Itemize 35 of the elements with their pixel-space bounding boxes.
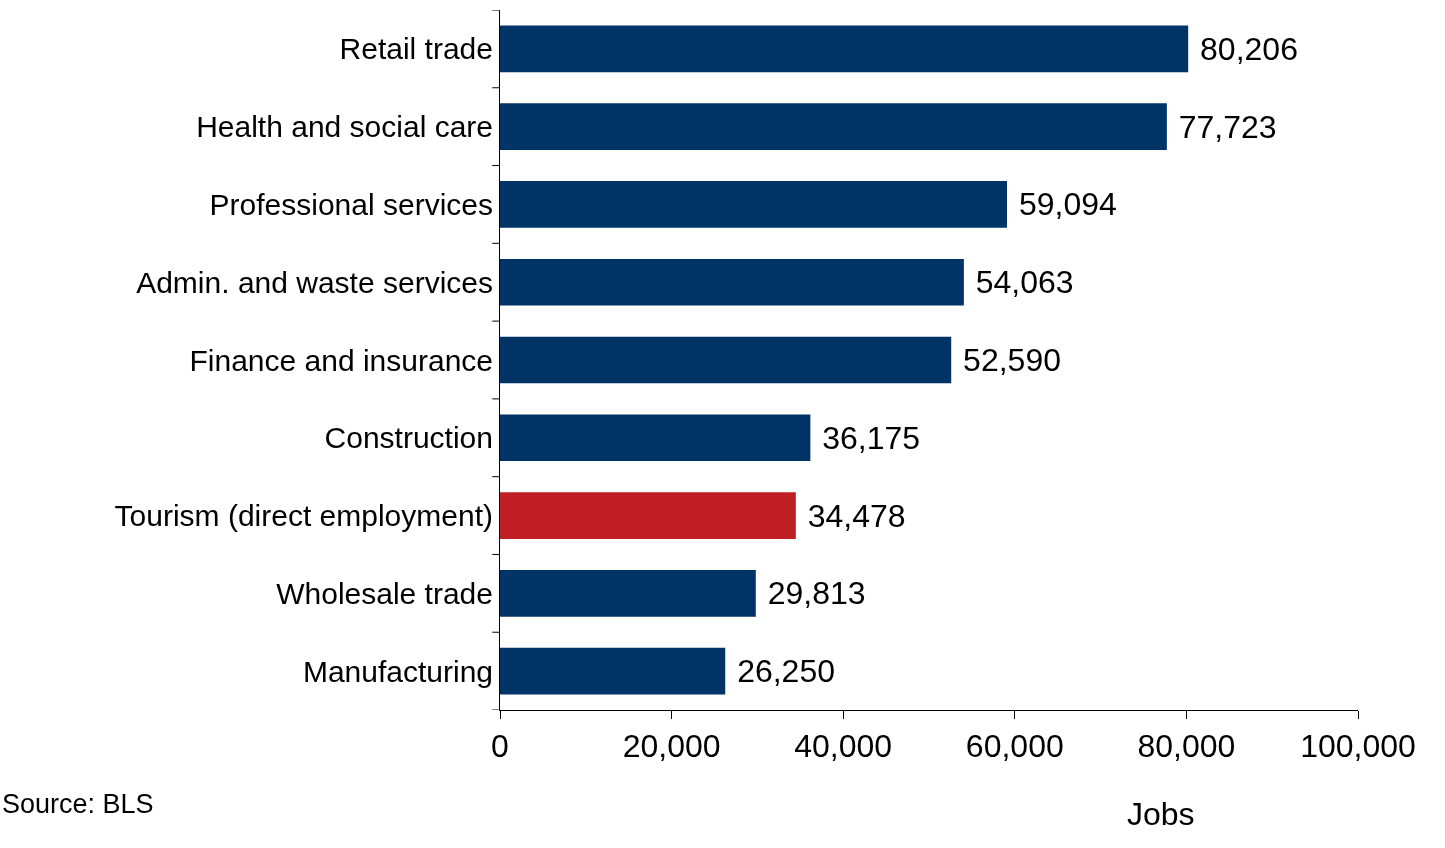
x-tick-label: 0: [491, 728, 509, 765]
y-tick-label: Admin. and waste services: [136, 265, 493, 299]
data-label: 36,175: [813, 419, 921, 456]
x-tick-label: 80,000: [1137, 728, 1236, 765]
y-tick-label: Wholesale trade: [276, 576, 493, 610]
y-tick-label: Retail trade: [339, 32, 493, 66]
y-tick-label: Manufacturing: [302, 654, 493, 688]
y-tick-label: Health and social care: [196, 110, 493, 144]
data-label: 59,094: [1010, 186, 1117, 223]
bar: [500, 647, 726, 695]
data-label: 52,590: [954, 342, 1061, 378]
source-note: Source: BLS: [2, 789, 154, 819]
bar: [500, 570, 756, 617]
data-label: 54,063: [966, 264, 1074, 301]
bar: [500, 492, 796, 539]
data-label: 26,250: [728, 653, 835, 690]
x-axis-title: Jobs: [1127, 796, 1195, 832]
bar: [500, 181, 1008, 228]
data-label: 77,723: [1169, 108, 1277, 145]
data-label: 80,206: [1191, 30, 1298, 67]
x-tick-label: 100,000: [1300, 728, 1416, 765]
data-label: 29,813: [758, 575, 866, 612]
y-tick-label: Professional services: [209, 187, 493, 221]
data-label: 34,478: [798, 497, 906, 534]
bar: [500, 258, 964, 306]
y-tick-label: Construction: [324, 421, 493, 455]
bar: [500, 103, 1167, 150]
y-tick-label: Tourism (direct employment): [114, 499, 493, 533]
y-tick-label: Finance and insurance: [189, 343, 493, 377]
bar: [500, 25, 1189, 73]
x-tick-label: 20,000: [622, 728, 721, 765]
bar: [500, 414, 811, 462]
bar: [500, 336, 952, 384]
x-tick-label: 60,000: [965, 728, 1064, 765]
x-tick-label: 40,000: [794, 728, 893, 765]
